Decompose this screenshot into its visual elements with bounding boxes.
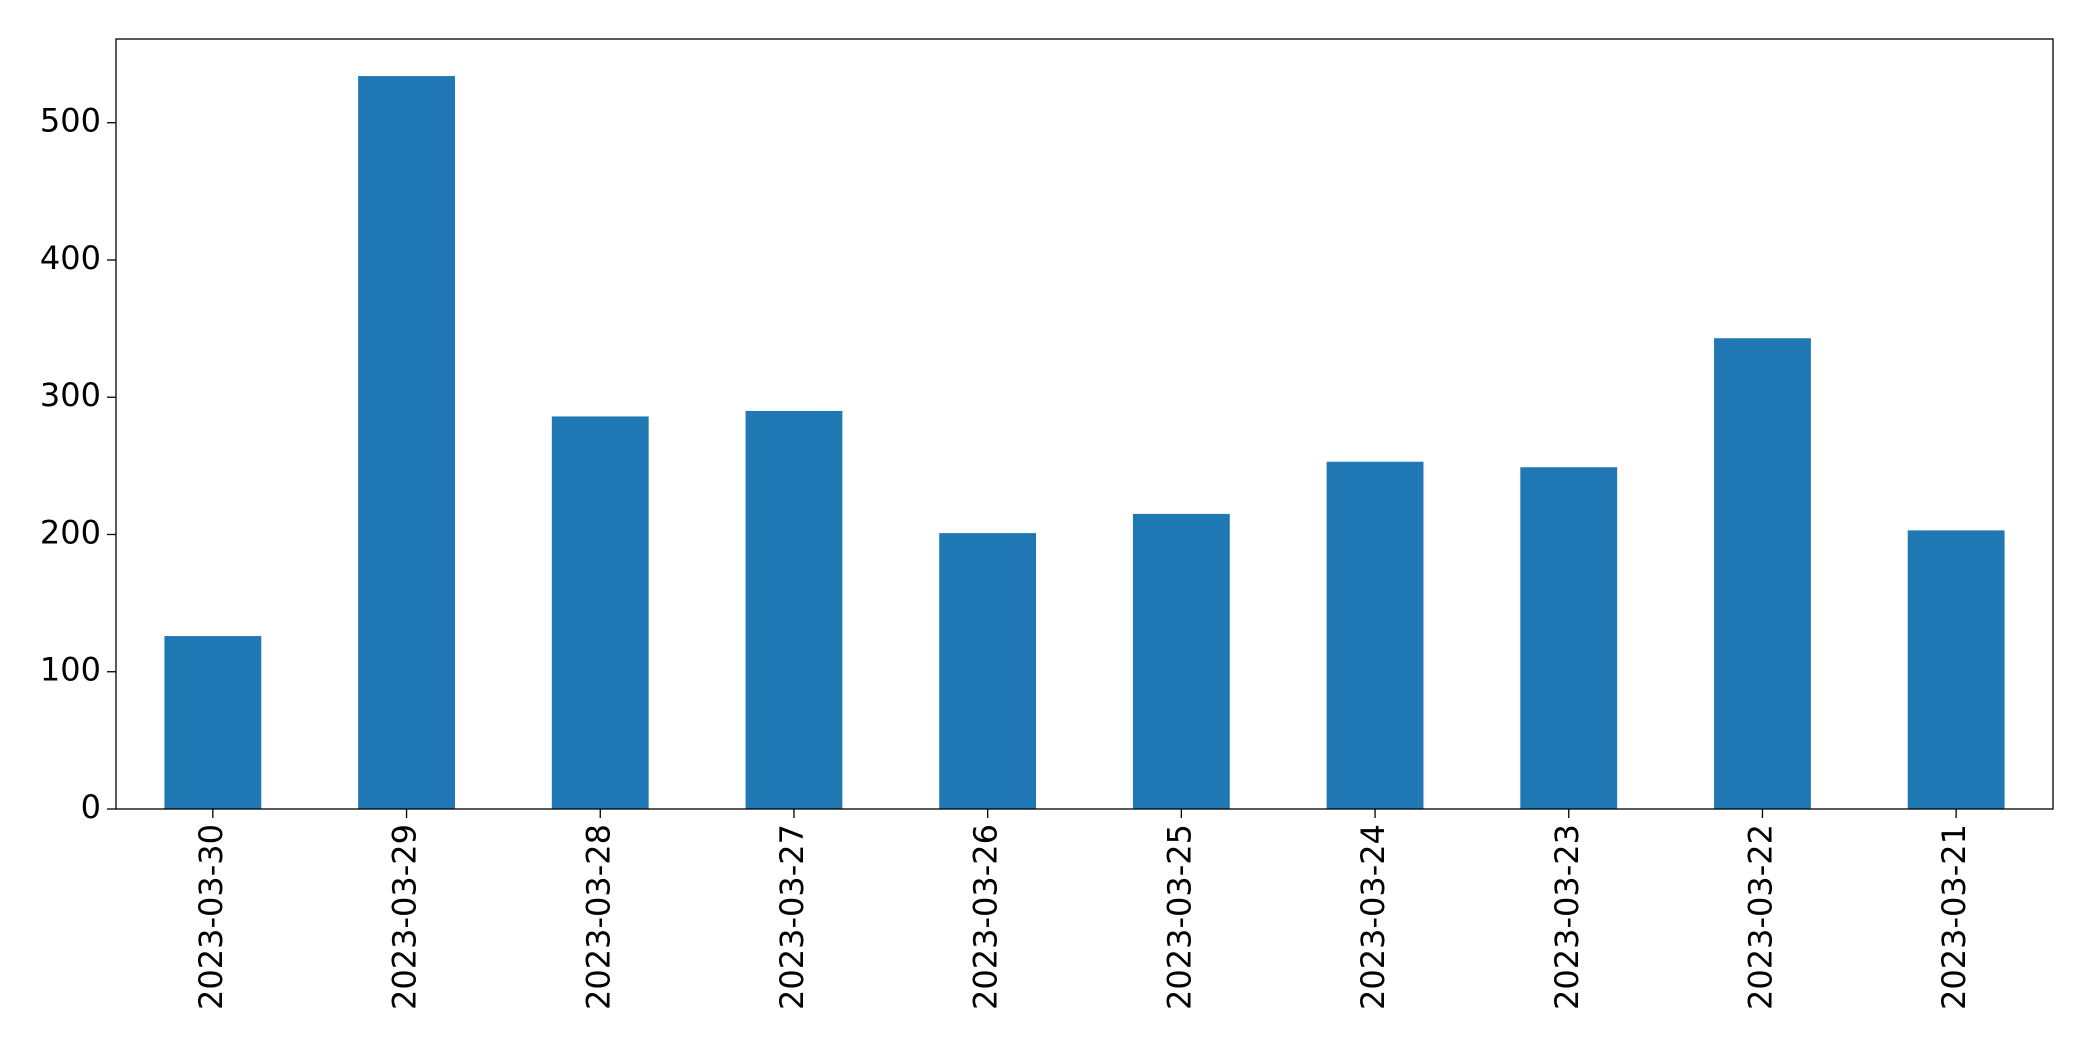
x-tick-label: 2023-03-24 [1354,824,1392,1010]
plot-frame [115,38,2054,810]
bar [358,76,455,809]
x-tick-label: 2023-03-29 [386,824,424,1010]
y-tick-label: 400 [40,239,101,277]
x-tick-label: 2023-03-22 [1741,824,1779,1010]
y-tick-label: 100 [40,651,101,689]
bar [1907,530,2005,809]
bar [745,410,843,809]
bar [1714,338,1811,809]
x-tick-label: 2023-03-28 [579,824,617,1010]
x-tick-label: 2023-03-26 [967,824,1005,1010]
bar [939,533,1037,809]
bar [164,636,262,809]
y-tick-label: 200 [40,513,101,551]
bar [551,416,649,809]
bar [1326,461,1424,809]
y-tick-label: 300 [40,376,101,414]
x-tick-label: 2023-03-30 [192,824,230,1010]
y-tick-label: 500 [40,102,101,140]
x-tick-label: 2023-03-23 [1548,824,1586,1010]
x-tick-label: 2023-03-25 [1160,824,1198,1010]
bar [1132,513,1230,809]
y-tick-label: 0 [81,788,101,826]
bar [1520,467,1618,809]
x-tick-label: 2023-03-21 [1935,824,1973,1010]
x-tick-label: 2023-03-27 [773,824,811,1010]
